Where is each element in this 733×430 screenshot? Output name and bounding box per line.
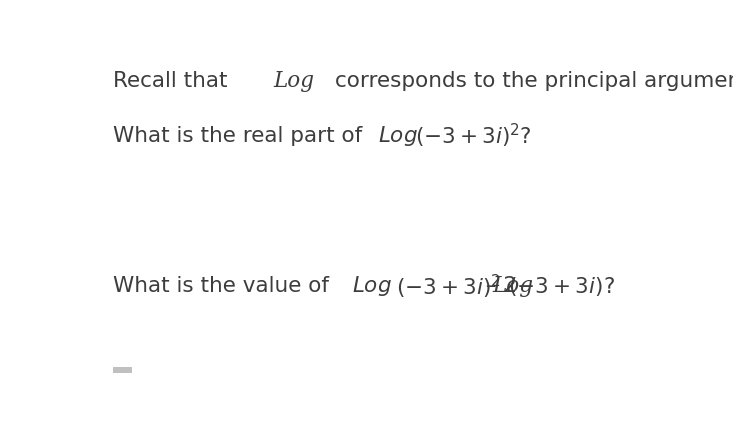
Text: Log: Log (493, 276, 534, 298)
Text: – 2: – 2 (479, 276, 517, 296)
Text: Recall that: Recall that (114, 71, 235, 91)
Text: $\,(-3+3i)$?: $\,(-3+3i)$? (505, 275, 615, 298)
Text: Log: Log (273, 70, 314, 92)
Text: $(-3+3i)^{2}$: $(-3+3i)^{2}$ (396, 272, 501, 301)
Text: corresponds to the principal argument.: corresponds to the principal argument. (336, 71, 733, 91)
Text: $(-3+3i)^{2}$?: $(-3+3i)^{2}$? (416, 122, 532, 150)
Text: $\mathit{Log}$: $\mathit{Log}$ (352, 274, 392, 298)
Text: $\mathit{Log}$: $\mathit{Log}$ (378, 124, 418, 148)
Text: What is the value of: What is the value of (114, 276, 336, 296)
Bar (114, 367, 132, 374)
Text: What is the real part of: What is the real part of (114, 126, 369, 146)
